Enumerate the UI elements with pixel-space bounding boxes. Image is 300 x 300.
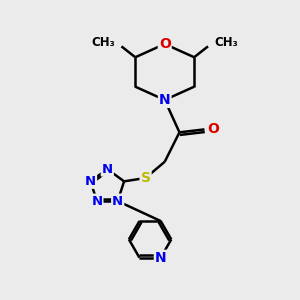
Text: O: O [159,37,171,51]
Text: CH₃: CH₃ [92,36,116,49]
Text: N: N [159,93,170,107]
Text: N: N [112,195,123,208]
Text: O: O [207,122,219,136]
Text: N: N [155,251,167,265]
Text: N: N [102,163,113,176]
Text: CH₃: CH₃ [214,36,238,49]
Text: N: N [85,175,96,188]
Text: N: N [92,195,103,208]
Text: S: S [141,171,151,185]
